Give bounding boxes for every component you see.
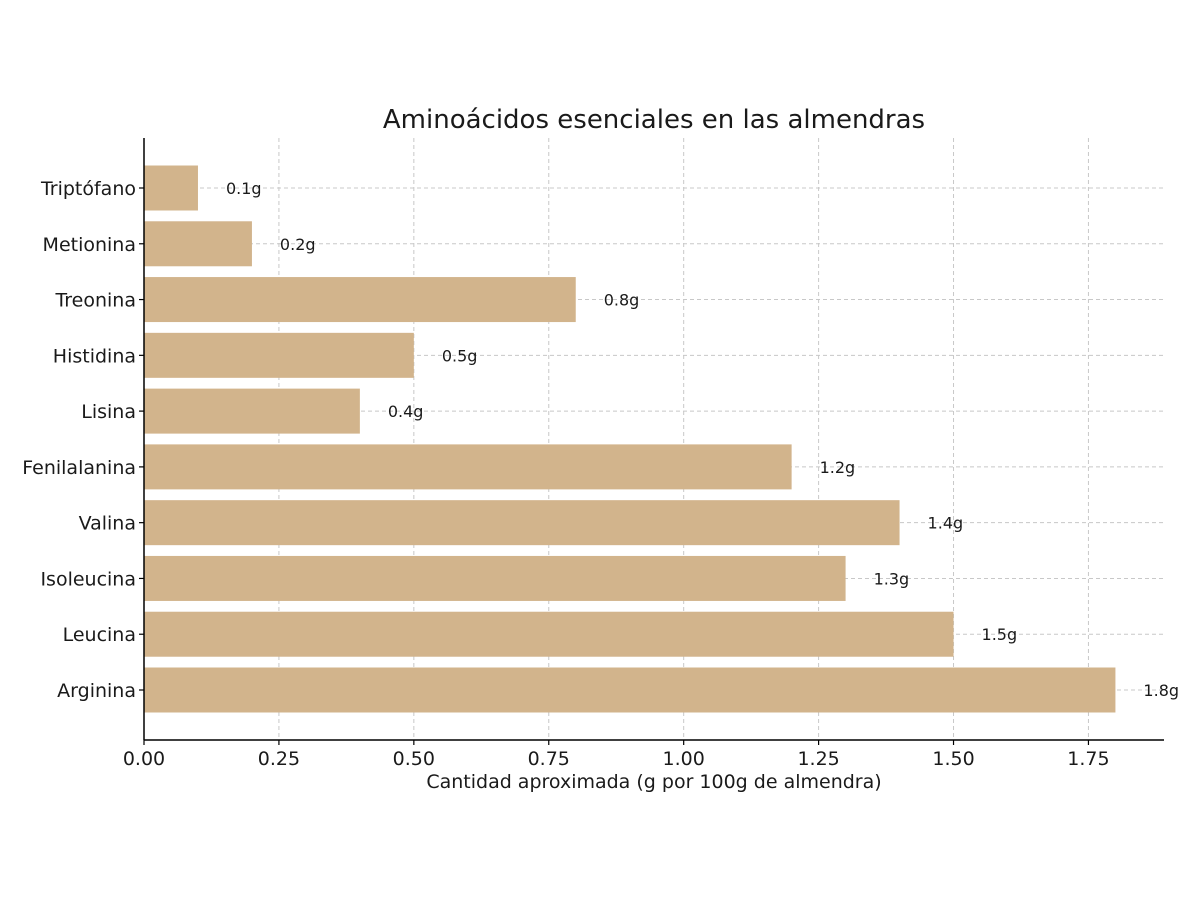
value-label: 1.8g bbox=[1143, 681, 1179, 700]
x-tick-label: 1.50 bbox=[932, 748, 974, 770]
category-label: Lisina bbox=[81, 401, 136, 423]
value-label: 0.8g bbox=[604, 291, 640, 310]
category-label: Histidina bbox=[53, 345, 136, 367]
x-tick-label: 1.25 bbox=[797, 748, 839, 770]
x-tick-label: 0.75 bbox=[528, 748, 570, 770]
value-label: 1.2g bbox=[820, 458, 856, 477]
bar-leucina bbox=[144, 611, 954, 657]
category-label: Leucina bbox=[63, 624, 136, 646]
bar-treonina bbox=[144, 277, 576, 323]
category-label: Valina bbox=[79, 513, 136, 535]
x-tick-label: 1.00 bbox=[663, 748, 705, 770]
x-tick-label: 0.25 bbox=[258, 748, 300, 770]
category-label: Isoleucina bbox=[40, 568, 136, 590]
value-label: 1.3g bbox=[874, 569, 910, 588]
category-label: Metionina bbox=[43, 234, 136, 256]
bar-fenilalanina bbox=[144, 444, 792, 490]
bar-isoleucina bbox=[144, 555, 846, 601]
category-label: Triptófano bbox=[40, 178, 136, 200]
x-tick-label: 0.50 bbox=[393, 748, 435, 770]
bar-lisina bbox=[144, 388, 360, 434]
value-label: 0.4g bbox=[388, 402, 424, 421]
bar-histidina bbox=[144, 332, 414, 378]
bar-arginina bbox=[144, 667, 1116, 713]
value-label: 0.2g bbox=[280, 235, 316, 254]
bar-valina bbox=[144, 500, 900, 546]
chart-title: Aminoácidos esenciales en las almendras bbox=[383, 105, 925, 135]
value-label: 1.5g bbox=[982, 625, 1018, 644]
category-label: Treonina bbox=[54, 290, 136, 312]
category-label: Arginina bbox=[57, 680, 136, 702]
axes-layer bbox=[139, 138, 1164, 745]
bars-layer bbox=[144, 165, 1116, 713]
labels-layer: Arginina 1.8g Leucina 1.5g Isoleucina 1.3g Val… bbox=[22, 178, 1179, 770]
category-label: Fenilalanina bbox=[22, 457, 136, 479]
value-label: 1.4g bbox=[928, 514, 964, 533]
x-tick-label: 1.75 bbox=[1067, 748, 1109, 770]
value-label: 0.5g bbox=[442, 346, 478, 365]
bar-metionina bbox=[144, 221, 252, 267]
bar-triptófano bbox=[144, 165, 198, 211]
value-label: 0.1g bbox=[226, 179, 262, 198]
x-axis-label: Cantidad aproximada (g por 100g de almen… bbox=[426, 771, 881, 793]
x-tick-label: 0.00 bbox=[123, 748, 165, 770]
